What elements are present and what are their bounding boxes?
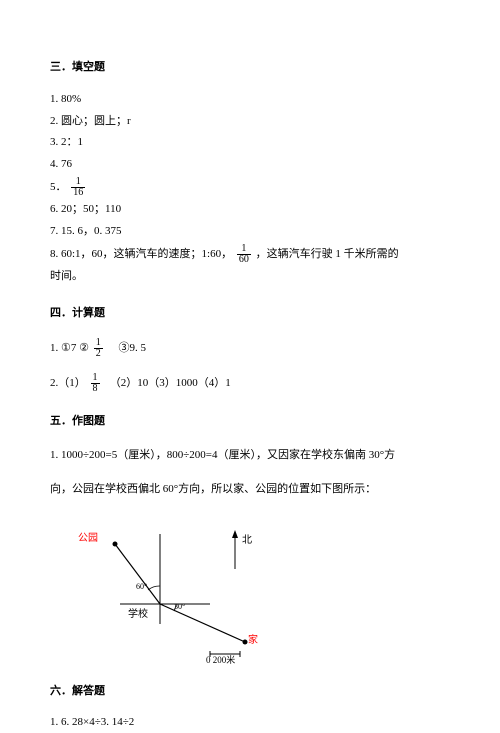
diagram: 公园 北 学校 家 60° 30° 0 200米 xyxy=(80,514,300,664)
fill-item-8: 8. 60:1，60，这辆汽车的速度；1:60， 1 60 ，这辆汽车行驶 1 … xyxy=(50,244,450,265)
diagram-svg xyxy=(80,514,300,664)
label-north: 北 xyxy=(242,532,252,550)
fill-8b: ，这辆汽车行驶 1 千米所需的 xyxy=(256,248,399,260)
label-30: 30° xyxy=(174,600,185,614)
fraction-1-16: 1 16 xyxy=(71,177,85,198)
fill-item-8c: 时间。 xyxy=(50,267,450,287)
label-scale: 0 200米 xyxy=(206,652,235,668)
calc-2b: （2）10（3）1000（4）1 xyxy=(104,377,231,389)
section-draw-title: 五．作图题 xyxy=(50,412,450,432)
section-solve-title: 六．解答题 xyxy=(50,682,450,702)
calc-row-1: 1. ①7 ② 1 2 ③9. 5 xyxy=(50,338,450,359)
home-dot xyxy=(243,639,248,644)
arc-60 xyxy=(148,586,160,590)
frac-num: 1 xyxy=(237,244,251,255)
park-line xyxy=(115,544,160,604)
frac-den: 8 xyxy=(91,384,100,394)
fraction-1-2: 1 2 xyxy=(94,338,103,359)
frac-den: 60 xyxy=(237,255,251,265)
north-arrow-head xyxy=(232,530,238,538)
calc-1a: 1. ①7 ② xyxy=(50,342,89,354)
frac-den: 16 xyxy=(71,188,85,198)
fill-item-7: 7. 15. 6，0. 375 xyxy=(50,222,450,242)
section-fill-title: 三．填空题 xyxy=(50,58,450,78)
calc-row-2: 2.（1） 1 8 （2）10（3）1000（4）1 xyxy=(50,373,450,394)
frac-den: 2 xyxy=(94,349,103,359)
calc-1b: ③9. 5 xyxy=(107,342,146,354)
fraction-1-60: 1 60 xyxy=(237,244,251,265)
fill-item-2: 2. 圆心；圆上；r xyxy=(50,112,450,132)
fill-item-4: 4. 76 xyxy=(50,155,450,175)
section-calc-title: 四．计算题 xyxy=(50,304,450,324)
fill-item-5: 5． 1 16 xyxy=(50,177,450,198)
solve-item-1: 1. 6. 28×4÷3. 14÷2 xyxy=(50,713,450,733)
label-park: 公园 xyxy=(78,530,98,548)
calc-2a: 2.（1） xyxy=(50,377,86,389)
park-dot xyxy=(113,541,118,546)
label-home: 家 xyxy=(248,632,258,650)
fill-item-6: 6. 20；50；110 xyxy=(50,200,450,220)
fill-item-3: 3. 2：1 xyxy=(50,133,450,153)
fraction-1-8: 1 8 xyxy=(91,373,100,394)
draw-line-1: 1. 1000÷200=5（厘米），800÷200=4（厘米），又因家在学校东偏… xyxy=(50,446,450,466)
draw-line-2: 向，公园在学校西偏北 60°方向，所以家、公园的位置如下图所示： xyxy=(50,480,450,500)
fill-item-1: 1. 80% xyxy=(50,90,450,110)
fill-5-prefix: 5． xyxy=(50,181,67,193)
label-60: 60° xyxy=(136,580,147,594)
fill-8a: 8. 60:1，60，这辆汽车的速度；1:60， xyxy=(50,248,232,260)
label-school: 学校 xyxy=(128,606,148,624)
home-line xyxy=(160,604,245,642)
